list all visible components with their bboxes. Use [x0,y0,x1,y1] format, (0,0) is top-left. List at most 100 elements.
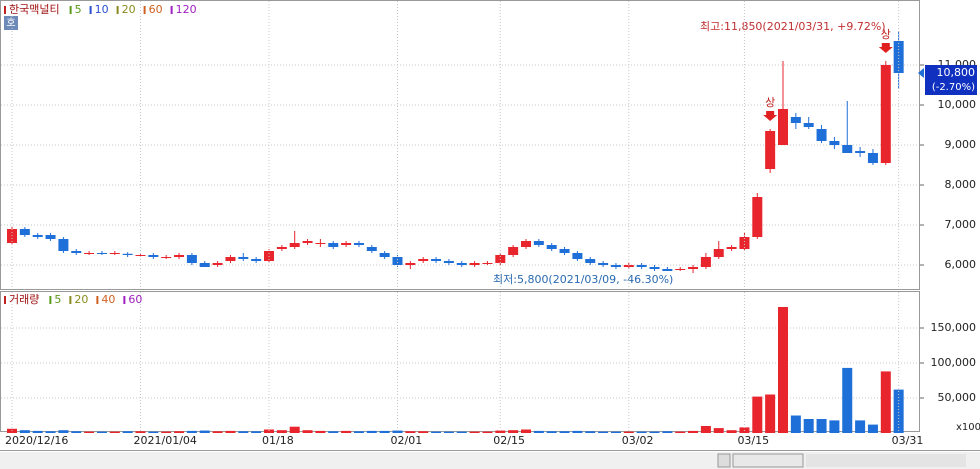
candle-body [238,257,249,259]
volume-bar [135,431,146,433]
volume-bar [174,431,185,433]
candle-body [765,131,776,169]
candle-body [109,253,120,254]
x-tick-label: 2020/12/16 [5,434,68,447]
volume-bar [96,431,107,433]
marker-arrow [763,111,778,121]
icon[interactable] [4,16,18,30]
legend-label: 40 [101,293,115,306]
candle-body [610,265,621,267]
candle-body [71,251,82,253]
volume-bar [572,430,583,433]
candle-body [225,257,236,261]
volume-bar [251,431,262,433]
volume-bar [45,431,56,433]
candle-body [174,255,185,257]
legend-swatch [4,6,6,14]
legend-swatch [69,6,72,14]
volume-bar [302,430,313,433]
volume-bar [675,431,686,433]
high-annotation: 최고:11,850(2021/03/31, +9.72%) [700,20,886,33]
candle-body [315,243,326,244]
toolbar[interactable] [806,454,966,467]
candle-body [842,145,853,153]
legend-swatch [170,6,173,14]
volume-bar [469,431,480,433]
candle-body [572,253,583,259]
volume-bar [867,424,878,433]
candle-body [533,241,544,245]
volume-bar [212,431,223,433]
volume-bar [790,415,801,433]
candle-body [893,41,904,73]
volume-bar [19,430,30,433]
candle-body [84,253,95,254]
candle-body [431,259,442,261]
volume-bar [880,371,891,433]
volume-bar [482,431,493,433]
volume-bar [855,420,866,433]
y-tick-label: 8,000 [945,178,977,191]
candle-body [443,261,454,263]
volume-bar [71,431,82,433]
volume-bar [803,419,814,433]
legend-swatch [4,296,6,304]
candle-body [778,109,788,145]
candle-body [508,247,519,255]
y-tick-label: 150,000 [931,321,977,334]
scroll-thumb[interactable] [732,453,804,468]
volume-bar [688,430,699,433]
current-price: 10,800 [937,66,976,79]
legend-swatch [123,296,126,304]
candle-body [816,129,827,141]
legend-swatch [49,296,52,304]
x-tick-label: 03/31 [892,434,924,447]
candle-body [675,269,686,270]
volume-bar [649,431,660,433]
candle-body [276,247,287,249]
candle-body [418,259,429,261]
candle-body [739,237,750,249]
candle-body [700,257,711,267]
limit-up-marker: 상 [765,96,775,109]
volume-bar [379,430,390,433]
volume-bar [726,430,737,433]
candle-body [186,255,197,263]
candle-body [713,249,724,257]
legend-swatch [116,6,119,14]
legend-label: 60 [149,3,163,16]
volume-bar [315,430,326,433]
volume-bar [264,429,274,433]
volume-bar [225,430,236,433]
scroll-left[interactable] [717,453,731,468]
y-tick-label: 6,000 [945,258,977,271]
volume-bar [418,431,429,433]
candle-body [19,229,30,235]
candle-body [482,263,493,264]
volume-bar [32,430,43,433]
y-tick-label: 7,000 [945,218,977,231]
candle-body [585,259,596,263]
volume-bar [122,431,133,433]
candle-body [328,243,339,247]
candle-body [135,255,146,256]
volume-bar [276,430,287,433]
volume-bar [289,426,300,433]
volume-bar [353,431,364,433]
volume-bar [559,431,570,433]
legend-swatch [69,296,72,304]
marker-arrow [878,43,893,53]
volume-bar [610,431,621,433]
x-tick-label: 03/02 [622,434,654,447]
candle-body [353,243,364,245]
candle-body [867,153,878,163]
candle-body [688,267,699,269]
candle-body [122,253,133,255]
candle-body [469,263,480,265]
volume-bar [392,430,403,433]
legend-swatch [96,296,99,304]
volume-bar [58,430,69,433]
legend-title: 한국맥널티 [9,3,60,16]
candle-body [32,235,43,237]
